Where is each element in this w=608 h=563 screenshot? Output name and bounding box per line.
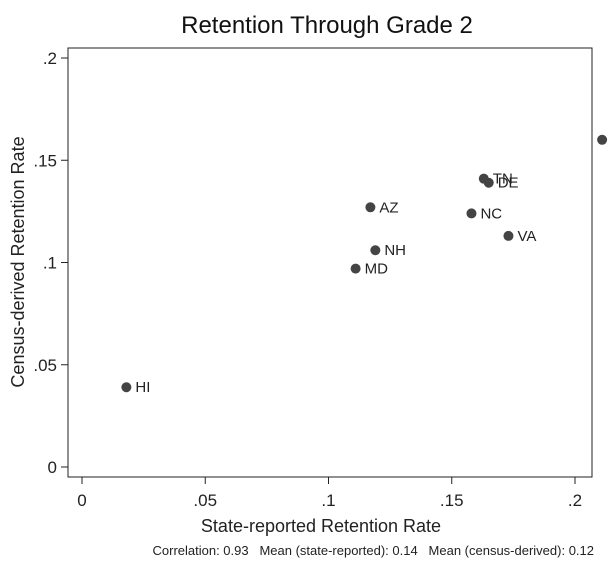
y-tick-label: .2: [43, 49, 57, 68]
x-tick-label: .05: [193, 491, 217, 510]
point-label-va: VA: [517, 228, 536, 245]
summary-footnote: Correlation: 0.93 Mean (state-reported):…: [153, 543, 595, 558]
x-axis-label: State-reported Retention Rate: [201, 516, 441, 536]
y-tick-label: .05: [33, 356, 57, 375]
point-nh: [370, 245, 381, 256]
x-axis: 0 .05 .1 .15 .2: [77, 477, 582, 510]
x-tick-label: .15: [440, 491, 464, 510]
point-label-hi: HI: [135, 379, 150, 396]
point-label-az: AZ: [379, 199, 398, 216]
y-tick-label: .1: [43, 254, 57, 273]
x-tick-label: .1: [321, 491, 335, 510]
point-label-nh: NH: [384, 242, 406, 259]
x-tick-label: .2: [568, 491, 582, 510]
y-axis: 0 .05 .1 .15 .2: [33, 49, 68, 477]
y-tick-label: 0: [48, 458, 57, 477]
y-axis-label: Census-derived Retention Rate: [8, 136, 28, 387]
data-points: FLTNDEAZNCVANHMDHI: [121, 134, 608, 396]
plot-frame: [67, 47, 593, 478]
point-label-de: DE: [498, 175, 519, 192]
point-va: [503, 230, 514, 241]
point-nc: [466, 208, 477, 219]
x-tick-label: 0: [77, 491, 86, 510]
y-tick-label: .15: [33, 151, 57, 170]
point-fl: [597, 134, 608, 145]
point-de: [483, 177, 494, 188]
point-label-md: MD: [365, 261, 388, 278]
point-label-nc: NC: [480, 205, 502, 222]
point-md: [350, 263, 361, 274]
chart-title: Retention Through Grade 2: [181, 12, 473, 39]
point-label-tn: TN: [493, 171, 513, 188]
point-az: [365, 202, 376, 213]
point-hi: [121, 382, 132, 393]
